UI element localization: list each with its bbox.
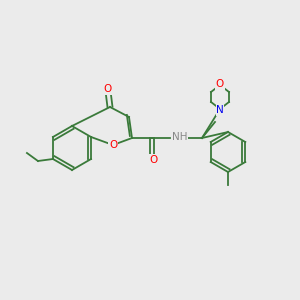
Text: O: O (109, 140, 117, 150)
Text: N: N (216, 105, 224, 115)
Text: O: O (104, 84, 112, 94)
Text: O: O (216, 79, 224, 89)
Text: NH: NH (172, 132, 188, 142)
Text: O: O (150, 155, 158, 165)
